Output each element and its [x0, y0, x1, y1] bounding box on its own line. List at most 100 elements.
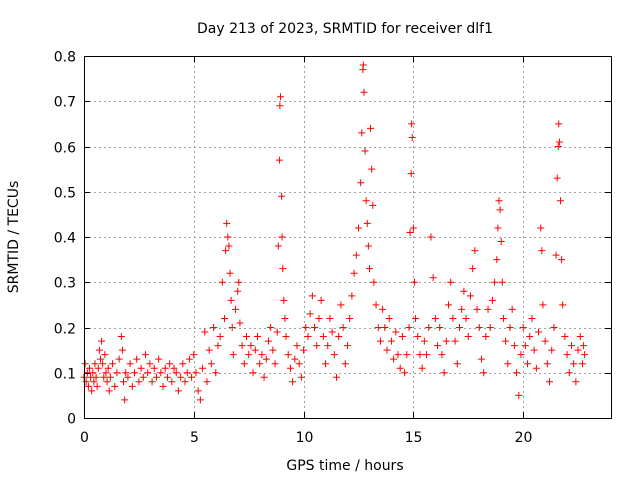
y-axis-label: SRMTID / TECUs: [6, 181, 22, 294]
data-point: [405, 324, 413, 331]
data-point: [453, 360, 461, 368]
data-point: [499, 314, 507, 322]
data-point: [117, 333, 125, 341]
data-point: [168, 378, 176, 386]
data-point: [179, 360, 187, 368]
data-point: [330, 351, 338, 359]
data-point: [558, 256, 566, 264]
data-point: [148, 378, 156, 386]
data-point: [392, 328, 400, 336]
data-point: [317, 296, 325, 304]
data-point: [464, 333, 472, 341]
data-point: [258, 351, 266, 359]
data-point: [293, 342, 301, 350]
y-tick-label: 0.3: [54, 276, 76, 292]
data-point: [508, 305, 516, 313]
data-point: [144, 369, 152, 377]
data-point: [229, 351, 237, 359]
data-point: [170, 364, 178, 372]
data-point: [131, 369, 139, 377]
data-point: [81, 360, 89, 368]
data-point: [174, 387, 182, 395]
data-point: [561, 333, 569, 341]
data-point: [361, 147, 369, 155]
data-point: [275, 156, 283, 164]
data-point: [333, 373, 341, 381]
data-point: [216, 333, 224, 341]
data-point: [559, 301, 567, 309]
data-point: [286, 364, 294, 372]
data-point: [157, 369, 165, 377]
data-point: [90, 378, 98, 386]
data-point: [460, 287, 468, 295]
data-point: [574, 346, 582, 354]
data-point: [440, 369, 448, 377]
data-point: [196, 396, 204, 404]
data-point: [135, 378, 143, 386]
data-point: [234, 287, 242, 295]
data-point: [578, 360, 586, 368]
data-point: [524, 360, 532, 368]
data-point: [348, 292, 356, 300]
data-point: [181, 378, 189, 386]
data-point: [567, 342, 575, 350]
y-tick-label: 0.8: [54, 50, 76, 66]
data-point: [242, 333, 250, 341]
data-point: [346, 314, 354, 322]
data-point: [203, 378, 211, 386]
data-point: [385, 314, 393, 322]
data-point: [364, 242, 372, 250]
data-point: [519, 324, 527, 331]
data-point: [284, 351, 292, 359]
data-point: [398, 333, 406, 341]
data-point: [159, 382, 167, 390]
data-point: [341, 360, 349, 368]
chart-title: Day 213 of 2023, SRMTID for receiver dlf…: [197, 21, 493, 37]
data-point: [137, 364, 145, 372]
data-point: [281, 314, 289, 322]
data-point: [155, 355, 163, 363]
data-point: [515, 391, 523, 399]
data-point: [401, 369, 409, 377]
data-point: [269, 346, 277, 354]
axis-ticks: [84, 56, 611, 419]
data-point: [458, 305, 466, 313]
data-point: [225, 242, 233, 250]
data-point: [245, 351, 253, 359]
data-point: [555, 120, 563, 128]
data-point: [555, 138, 563, 146]
data-point: [128, 382, 136, 390]
data-point: [335, 333, 343, 341]
data-point: [93, 382, 101, 390]
data-point: [362, 197, 370, 205]
data-point: [403, 351, 411, 359]
data-point: [488, 296, 496, 304]
data-point: [101, 351, 109, 359]
data-point: [535, 328, 543, 336]
data-point: [482, 333, 490, 341]
data-point: [152, 373, 160, 381]
data-point: [409, 224, 417, 232]
data-point: [253, 333, 261, 341]
data-point: [423, 351, 431, 359]
data-point: [541, 337, 549, 345]
data-point: [300, 346, 308, 354]
data-point: [227, 296, 235, 304]
data-point: [106, 373, 114, 381]
data-point: [210, 324, 218, 331]
data-point: [236, 319, 244, 327]
data-point: [224, 233, 232, 241]
data-point: [99, 360, 107, 368]
data-point: [302, 324, 310, 331]
data-point: [406, 228, 414, 236]
data-point: [98, 337, 106, 345]
data-point: [260, 373, 268, 381]
data-point: [530, 346, 538, 354]
data-point: [88, 387, 96, 395]
data-point: [150, 364, 158, 372]
data-point: [207, 360, 215, 368]
data-point: [141, 351, 149, 359]
data-point: [146, 360, 154, 368]
data-point: [190, 351, 198, 359]
data-point: [462, 314, 470, 322]
